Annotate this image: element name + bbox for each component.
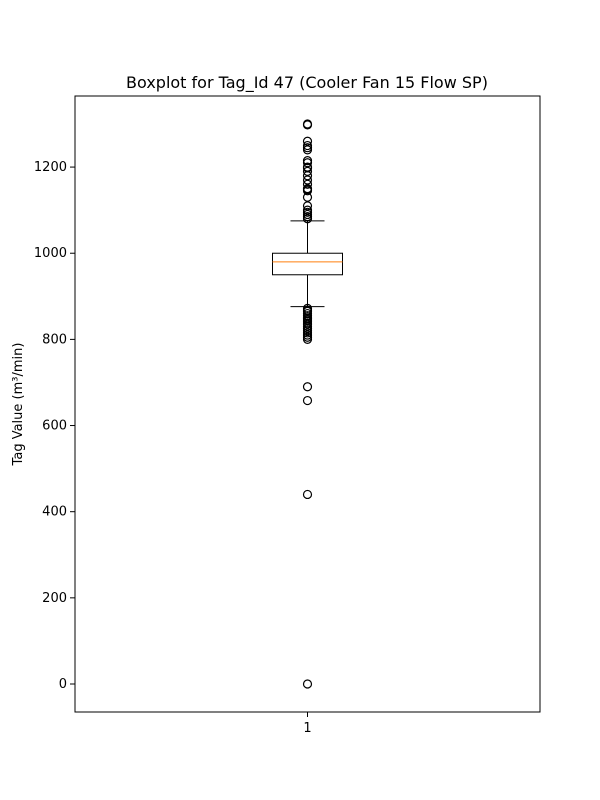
outlier-point bbox=[302, 136, 313, 146]
y-tick-label: 600 bbox=[42, 419, 67, 434]
y-tick-label: 1000 bbox=[34, 246, 67, 261]
outlier-point bbox=[302, 171, 313, 181]
y-tick-label: 400 bbox=[42, 505, 67, 520]
interquartile-box bbox=[272, 252, 343, 276]
y-tick-label: 800 bbox=[42, 332, 67, 347]
outlier-point bbox=[302, 395, 313, 406]
chart-title: Boxplot for Tag_Id 47 (Cooler Fan 15 Flo… bbox=[126, 73, 488, 93]
outlier-point bbox=[302, 334, 313, 344]
outlier-point bbox=[302, 382, 313, 392]
y-axis-label: Tag Value (m³/min) bbox=[11, 343, 26, 467]
x-tick-label: 1 bbox=[303, 721, 311, 736]
outlier-point bbox=[302, 166, 313, 176]
y-tick-label: 200 bbox=[42, 591, 67, 606]
outlier-point bbox=[302, 179, 313, 189]
outlier-point bbox=[302, 120, 313, 130]
outlier-point bbox=[302, 175, 313, 185]
y-axis: 0 200 400 600 800 1000 1200 bbox=[34, 160, 75, 692]
outlier-point bbox=[302, 489, 313, 500]
outlier-point bbox=[302, 192, 313, 202]
outlier-point bbox=[302, 214, 313, 224]
x-axis: 1 bbox=[303, 712, 312, 736]
outlier-point bbox=[302, 201, 313, 211]
outlier-point bbox=[302, 186, 313, 196]
outlier-point bbox=[302, 158, 313, 168]
boxplot-series bbox=[272, 119, 343, 689]
y-tick-label: 1200 bbox=[34, 160, 67, 175]
outlier-point bbox=[302, 145, 313, 155]
outlier-point bbox=[302, 679, 313, 689]
y-tick-label: 0 bbox=[59, 677, 67, 692]
